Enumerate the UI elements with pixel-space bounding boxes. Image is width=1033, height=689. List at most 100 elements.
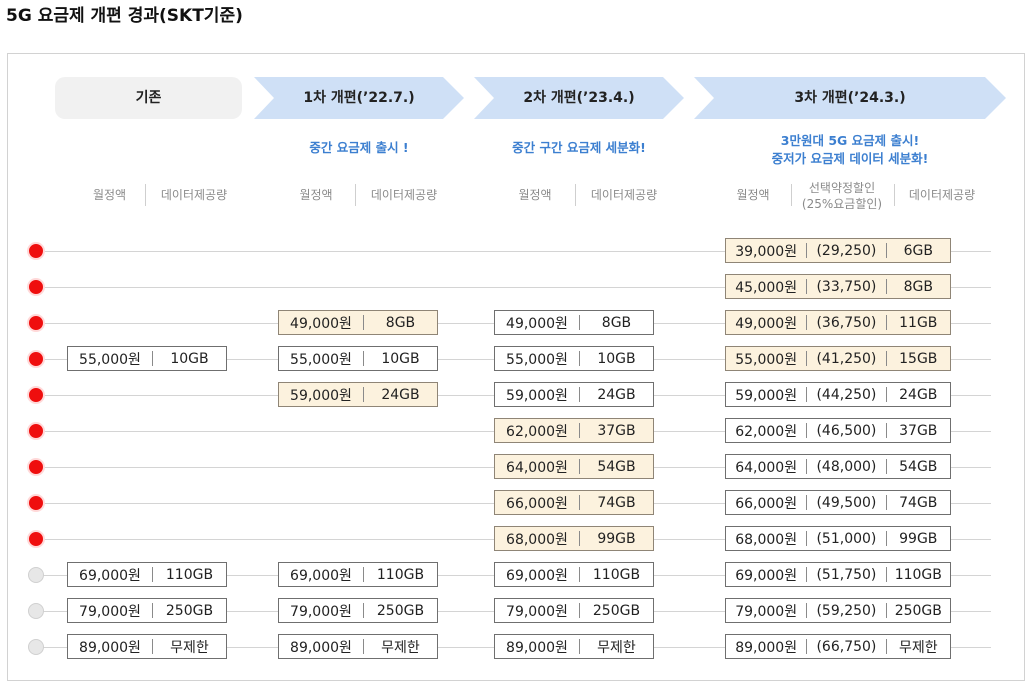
plan-box-r2: 64,000원 54GB [494, 454, 654, 479]
value-divider [806, 243, 808, 258]
plan-box-base: 79,000원 250GB [67, 598, 227, 623]
data-allowance: 24GB [381, 386, 420, 403]
data-allowance: 8GB [903, 278, 933, 295]
plan-box-r3: 45,000원 (33,750) 8GB [725, 274, 951, 299]
plan-box-r3: 55,000원 (41,250) 15GB [725, 346, 951, 371]
col-header-data-round1: 데이터제공량 [370, 188, 438, 202]
discount-fee: (46,500) [816, 422, 877, 439]
value-divider [806, 639, 808, 654]
plan-box-r1: 59,000원 24GB [278, 382, 438, 407]
data-allowance: 74GB [899, 494, 938, 511]
monthly-fee: 89,000원 [506, 639, 568, 656]
value-divider [806, 531, 808, 546]
data-allowance: 6GB [903, 242, 933, 259]
row-guideline [36, 251, 991, 252]
col-header-discount-line1: 선택약정할인 [808, 181, 876, 195]
monthly-fee: 64,000원 [506, 459, 568, 476]
monthly-fee: 68,000원 [735, 531, 798, 548]
col-header-data-round2: 데이터제공량 [590, 188, 658, 202]
col-header-divider [355, 184, 356, 206]
value-divider [151, 351, 153, 366]
monthly-fee: 89,000원 [735, 639, 798, 656]
plan-box-r2: 59,000원 24GB [494, 382, 654, 407]
value-divider [806, 423, 808, 438]
data-allowance: 37GB [597, 422, 636, 439]
monthly-fee: 66,000원 [506, 495, 568, 512]
plan-dot [28, 567, 44, 583]
value-divider [151, 567, 153, 582]
monthly-fee: 69,000원 [79, 567, 141, 584]
plan-box-r3: 89,000원 (66,750) 무제한 [725, 634, 951, 659]
value-divider [885, 387, 887, 402]
value-divider [578, 567, 580, 582]
new-plan-dot [27, 458, 45, 476]
plan-box-r3: 59,000원 (44,250) 24GB [725, 382, 951, 407]
discount-fee: (59,250) [816, 602, 877, 619]
monthly-fee: 49,000원 [290, 315, 352, 332]
value-divider [806, 387, 808, 402]
new-plan-dot [27, 386, 45, 404]
plan-box-base: 69,000원 110GB [67, 562, 227, 587]
data-allowance: 250GB [592, 602, 641, 619]
header-round3: 3차 개편(’24.3.) [694, 77, 1006, 119]
value-divider [578, 531, 580, 546]
data-allowance: 15GB [899, 350, 938, 367]
header-round1: 1차 개편(’22.7.) [254, 77, 464, 119]
data-allowance: 37GB [899, 422, 938, 439]
value-divider [578, 603, 580, 618]
discount-fee: (49,500) [816, 494, 877, 511]
plan-box-r2: 89,000원 무제한 [494, 634, 654, 659]
subtitle-round3-line2: 중저가 요금제 데이터 세분화! [771, 151, 929, 166]
plan-box-r2: 66,000원 74GB [494, 490, 654, 515]
value-divider [885, 279, 887, 294]
row-guideline [36, 287, 991, 288]
monthly-fee: 45,000원 [735, 279, 798, 296]
value-divider [885, 531, 887, 546]
plan-box-r2: 79,000원 250GB [494, 598, 654, 623]
data-allowance: 8GB [385, 314, 416, 331]
col-header-fee-round1: 월정액 [299, 188, 333, 202]
plan-box-r3: 49,000원 (36,750) 11GB [725, 310, 951, 335]
col-header-divider [894, 184, 895, 206]
data-allowance: 250GB [894, 602, 942, 619]
plan-box-r1: 55,000원 10GB [278, 346, 438, 371]
discount-fee: (51,000) [816, 530, 877, 547]
value-divider [362, 603, 364, 618]
monthly-fee: 89,000원 [79, 639, 141, 656]
value-divider [885, 459, 887, 474]
discount-fee: (44,250) [816, 386, 877, 403]
new-plan-dot [27, 278, 45, 296]
monthly-fee: 62,000원 [735, 423, 798, 440]
value-divider [578, 495, 580, 510]
value-divider [578, 423, 580, 438]
data-allowance: 110GB [376, 566, 425, 583]
monthly-fee: 49,000원 [506, 315, 568, 332]
header-base: 기존 [55, 77, 242, 119]
monthly-fee: 69,000원 [506, 567, 568, 584]
monthly-fee: 55,000원 [506, 351, 568, 368]
plan-box-r2: 69,000원 110GB [494, 562, 654, 587]
monthly-fee: 49,000원 [735, 315, 798, 332]
data-allowance: 110GB [894, 566, 942, 583]
data-allowance: 무제한 [597, 639, 636, 656]
plan-box-r2: 49,000원 8GB [494, 310, 654, 335]
discount-fee: (48,000) [816, 458, 877, 475]
value-divider [362, 351, 364, 366]
data-allowance: 무제한 [898, 639, 938, 656]
subtitle-round2: 중간 구간 요금제 세분화! [512, 140, 646, 155]
monthly-fee: 89,000원 [290, 639, 352, 656]
plan-box-r3: 69,000원 (51,750) 110GB [725, 562, 951, 587]
monthly-fee: 55,000원 [735, 351, 798, 368]
data-allowance: 99GB [899, 530, 938, 547]
value-divider [885, 495, 887, 510]
new-plan-dot [27, 494, 45, 512]
plan-box-r1: 89,000원 무제한 [278, 634, 438, 659]
page-title: 5G 요금제 개편 경과(SKT기준) [6, 6, 243, 26]
new-plan-dot [27, 422, 45, 440]
discount-fee: (29,250) [816, 242, 877, 259]
monthly-fee: 79,000원 [506, 603, 568, 620]
monthly-fee: 62,000원 [506, 423, 568, 440]
col-header-divider [791, 184, 792, 206]
data-allowance: 10GB [170, 350, 209, 367]
value-divider [806, 495, 808, 510]
